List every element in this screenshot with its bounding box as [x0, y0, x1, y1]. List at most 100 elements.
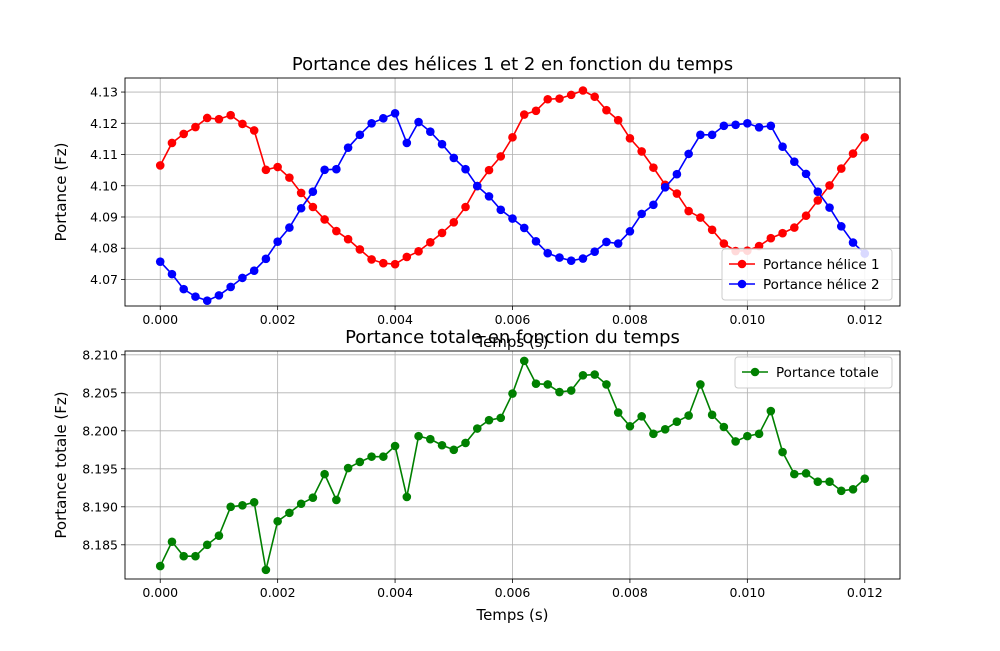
data-point: [566, 386, 576, 395]
legend-marker: [737, 259, 747, 269]
plot-frame: [124, 350, 901, 580]
data-point: [308, 187, 318, 196]
data-point: [390, 108, 400, 118]
data-point: [402, 492, 412, 502]
data-point: [766, 233, 776, 243]
data-point: [226, 502, 235, 512]
data-point: [437, 228, 447, 238]
data-point: [531, 106, 541, 116]
data-point: [179, 129, 189, 139]
data-point: [625, 227, 635, 236]
data-point: [555, 94, 564, 103]
data-point: [790, 223, 799, 232]
y-axis-label: Portance totale (Fz): [52, 391, 70, 538]
data-point: [649, 163, 658, 172]
data-point: [191, 551, 200, 561]
data-point: [508, 214, 517, 223]
data-point: [578, 254, 588, 263]
y-tick-label: 4.10: [90, 178, 118, 193]
data-point: [696, 380, 705, 389]
x-axis-label: Temps (s): [475, 606, 548, 624]
x-tick-label: 0.002: [260, 312, 296, 327]
data-point: [414, 431, 423, 441]
data-point: [731, 120, 740, 130]
data-point: [496, 413, 506, 423]
data-point: [590, 370, 599, 379]
data-point: [778, 447, 787, 457]
data-point: [766, 406, 776, 416]
data-point: [684, 411, 693, 420]
data-point: [296, 499, 306, 509]
x-tick-label: 0.000: [142, 585, 178, 600]
x-tick-label: 0.002: [260, 585, 296, 600]
data-point: [637, 412, 646, 421]
data-point: [343, 234, 353, 244]
legend: Portance hélice 1 Portance hélice 2: [721, 248, 893, 301]
data-point: [261, 565, 271, 575]
data-point: [332, 164, 341, 174]
data-point: [790, 469, 799, 479]
data-point: [379, 258, 388, 268]
data-point: [790, 157, 799, 167]
data-point: [801, 469, 811, 478]
data-point: [743, 431, 752, 441]
data-point: [543, 94, 553, 104]
data-point: [484, 415, 494, 425]
data-point: [308, 493, 318, 502]
data-point: [754, 429, 764, 439]
data-point: [625, 133, 635, 143]
y-tick-label: 8.185: [82, 537, 118, 552]
data-point: [543, 380, 553, 389]
data-point: [179, 284, 189, 294]
data-point: [637, 147, 646, 156]
chart-title: Portance des hélices 1 et 2 en fonction …: [292, 54, 733, 75]
data-point: [214, 114, 224, 124]
data-point: [836, 486, 846, 496]
data-point: [390, 441, 400, 451]
data-point: [320, 469, 329, 479]
data-point: [285, 223, 294, 232]
data-point: [531, 237, 541, 246]
data-point: [707, 225, 717, 235]
data-point: [484, 192, 494, 201]
legend-marker: [737, 279, 747, 289]
data-point: [743, 118, 752, 128]
data-point: [402, 252, 412, 262]
y-tick-label: 8.205: [82, 385, 118, 400]
data-point: [155, 161, 165, 170]
data-point: [273, 237, 282, 246]
data-point: [555, 253, 564, 262]
data-point: [355, 245, 365, 254]
data-point: [707, 130, 717, 140]
data-point: [249, 266, 259, 276]
legend: Portance totale: [734, 356, 893, 389]
data-point: [367, 118, 376, 128]
data-point: [613, 408, 623, 417]
plot-frame: [124, 77, 901, 307]
data-point: [801, 169, 811, 179]
data-point: [813, 196, 823, 205]
data-point: [672, 417, 682, 426]
data-point: [684, 206, 693, 216]
data-point: [813, 187, 823, 196]
legend-box: [734, 356, 893, 389]
data-point: [848, 238, 858, 247]
data-point: [426, 237, 435, 247]
data-point: [285, 508, 294, 518]
legend-label: Portance hélice 2: [763, 277, 880, 293]
x-tick-label: 0.010: [729, 585, 765, 600]
data-point: [273, 516, 282, 526]
data-point: [367, 255, 376, 264]
data-point: [296, 188, 306, 198]
data-point: [684, 149, 693, 159]
data-point: [390, 259, 400, 269]
data-point: [273, 162, 282, 172]
data-point: [719, 121, 729, 131]
top-chart: 0.000 0.002 0.004 0.006 0.008 0.010 0.012 4.07 4…: [52, 54, 901, 351]
data-point: [566, 90, 576, 100]
y-tick-label: 4.12: [90, 116, 118, 131]
data-point: [613, 115, 623, 125]
data-point: [519, 356, 529, 366]
data-point: [602, 237, 611, 247]
data-point: [484, 165, 494, 175]
